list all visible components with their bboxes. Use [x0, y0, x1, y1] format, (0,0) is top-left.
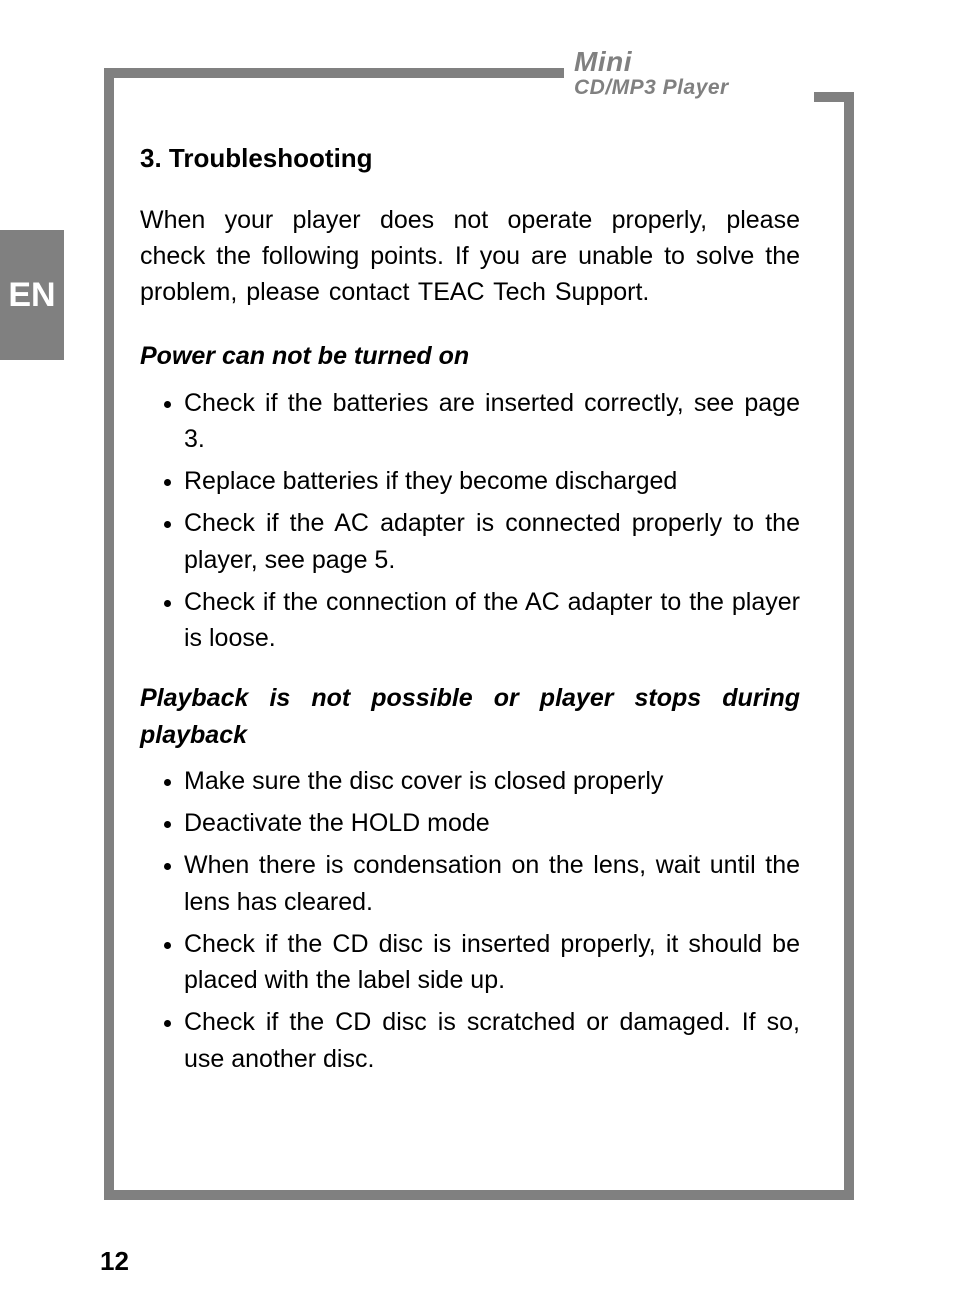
list-item: Deactivate the HOLD mode: [184, 805, 800, 841]
logo-line-2: CD/MP3 Player: [574, 76, 814, 99]
frame-segment: [104, 68, 564, 78]
frame-segment: [844, 92, 854, 1200]
product-logo: Mini CD/MP3 Player: [574, 48, 814, 99]
list-item: Make sure the disc cover is closed prope…: [184, 763, 800, 799]
section-intro: When your player does not operate proper…: [140, 202, 800, 311]
page: Mini CD/MP3 Player EN 3. Troubleshooting…: [0, 0, 954, 1316]
list-item: Replace batteries if they become dischar…: [184, 463, 800, 499]
subsection-heading: Power can not be turned on: [140, 338, 800, 374]
content-area: 3. Troubleshooting When your player does…: [140, 140, 800, 1101]
list-item: Check if the batteries are inserted corr…: [184, 385, 800, 458]
language-tab: EN: [0, 230, 64, 360]
troubleshoot-list: Check if the batteries are inserted corr…: [140, 385, 800, 657]
list-item: Check if the CD disc is inserted properl…: [184, 926, 800, 999]
section-title: 3. Troubleshooting: [140, 140, 800, 178]
language-tab-label: EN: [8, 276, 55, 315]
frame-segment: [104, 68, 114, 1198]
list-item: Check if the AC adapter is connected pro…: [184, 505, 800, 578]
list-item: Check if the connection of the AC adapte…: [184, 584, 800, 657]
logo-line-1: Mini: [574, 48, 814, 76]
list-item: Check if the CD disc is scratched or dam…: [184, 1004, 800, 1077]
subsection-heading: Playback is not possible or player stops…: [140, 680, 800, 753]
frame-segment: [104, 1190, 854, 1200]
troubleshoot-list: Make sure the disc cover is closed prope…: [140, 763, 800, 1077]
page-number: 12: [100, 1246, 129, 1277]
list-item: When there is condensation on the lens, …: [184, 847, 800, 920]
